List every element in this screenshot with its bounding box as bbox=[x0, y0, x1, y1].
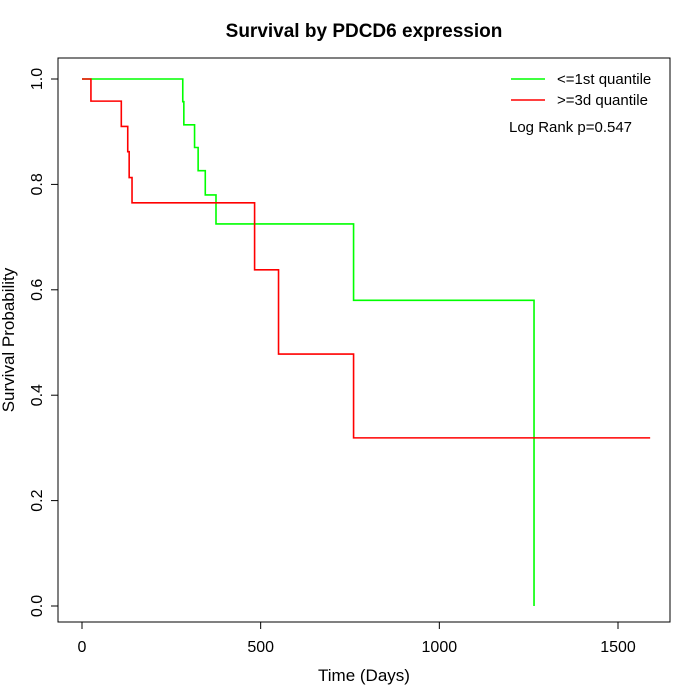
chart-title: Survival by PDCD6 expression bbox=[226, 21, 503, 42]
series-layer bbox=[82, 78, 651, 606]
y-axis-label: Survival Probability bbox=[0, 267, 18, 412]
x-axis-label: Time (Days) bbox=[318, 666, 410, 685]
log-rank-annotation: Log Rank p=0.547 bbox=[509, 119, 632, 136]
series-line-2 bbox=[82, 78, 651, 439]
y-tick-label: 1.0 bbox=[29, 68, 46, 90]
legend: <=1st quantile >=3d quantile bbox=[511, 71, 651, 109]
y-tick-label: 0.0 bbox=[29, 595, 46, 617]
plot-frame bbox=[57, 57, 671, 623]
x-tick-label: 500 bbox=[247, 639, 274, 656]
x-tick-label: 0 bbox=[78, 639, 87, 656]
y-tick-label: 0.4 bbox=[29, 384, 46, 406]
x-tick-label: 1500 bbox=[600, 639, 636, 656]
y-tick-label: 0.8 bbox=[29, 173, 46, 195]
y-tick-label: 0.2 bbox=[29, 489, 46, 511]
y-axis: 0.0 0.2 0.4 0.6 0.8 1.0 bbox=[29, 68, 59, 617]
series-line-1 bbox=[82, 78, 535, 606]
y-tick-label: 0.6 bbox=[29, 279, 46, 301]
x-tick-label: 1000 bbox=[422, 639, 458, 656]
legend-label-1: <=1st quantile bbox=[557, 71, 651, 88]
legend-label-2: >=3d quantile bbox=[557, 92, 648, 109]
x-axis: 0 500 1000 1500 bbox=[78, 621, 636, 656]
